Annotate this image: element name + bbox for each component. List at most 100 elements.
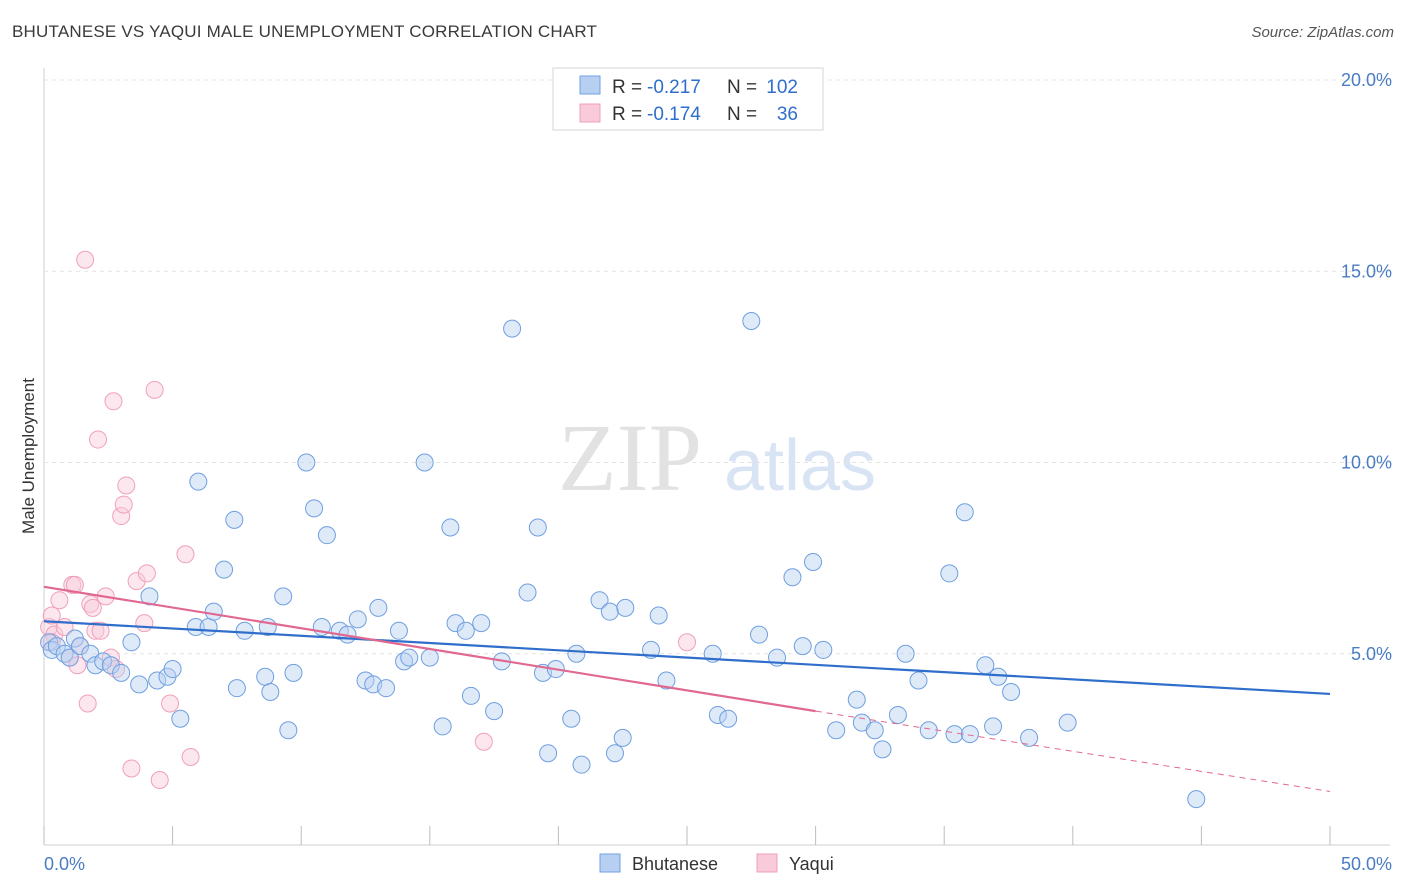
bhutanese-point [261,683,280,701]
bhutanese-point [47,637,66,656]
bhutanese-point [539,744,558,763]
bhutanese-point [122,633,141,652]
bhutanese-point [112,663,131,682]
bhutanese-point [163,660,182,679]
yaqui-point [137,564,156,583]
grid-lines [44,79,1390,655]
yaqui-point [127,572,146,591]
yaqui-point [83,598,102,617]
legend-bhutanese-label: Bhutanese [632,854,718,874]
y-tick-label: 15.0% [1341,261,1392,281]
bhutanese-point [955,503,974,522]
yaqui-point [65,575,84,594]
bhutanese-point [235,621,254,640]
bhutanese-trend-line [43,620,1331,696]
legend-r-label-1: R = [612,77,642,98]
bhutanese-point [1020,728,1039,747]
bhutanese-point [503,319,522,338]
bhutanese-point [641,640,660,659]
yaqui-point [78,694,97,713]
stats-legend: R = -0.217 N = 102 R = -0.174 N = 36 [552,67,824,131]
bhutanese-point [348,610,367,629]
bhutanese-points [40,311,1206,809]
bhutanese-point [649,606,668,625]
series-legend: Bhutanese Yaqui [599,853,834,874]
bhutanese-point [171,709,190,728]
bhutanese-point [215,560,234,579]
bhutanese-point [297,453,316,472]
yaqui-point [86,621,105,640]
bhutanese-point [613,728,632,747]
y-tick-label: 5.0% [1351,644,1392,664]
bhutanese-point [814,640,833,659]
bhutanese-point [518,583,537,602]
bhutanese-point [600,602,619,621]
bhutanese-point [865,721,884,740]
bhutanese-point [472,614,491,633]
bhutanese-point [567,644,586,663]
yaqui-point [176,545,195,564]
yaqui-point [89,430,108,449]
yaqui-swatch [579,103,601,123]
yaqui-point [181,748,200,767]
bhutanese-point [369,598,388,617]
bhutanese-point [204,602,223,621]
yaqui-point [474,732,493,751]
bhutanese-point [279,721,298,740]
bhutanese-point [827,721,846,740]
bhutanese-point [420,648,439,667]
y-tick-labels: 5.0% 10.0% 15.0% 20.0% [1341,70,1392,664]
bhutanese-point [616,598,635,617]
yaqui-points [40,250,696,789]
bhutanese-point [742,311,761,330]
yaqui-point [50,591,69,610]
bhutanese-point [708,705,727,724]
bhutanese-point [186,617,205,636]
x-tick-label-max: 50.0% [1341,854,1392,874]
legend-r-value-2: -0.174 [647,104,701,125]
bhutanese-swatch [579,75,601,95]
bhutanese-point [60,648,79,667]
bhutanese-point [989,667,1008,686]
bhutanese-point [562,709,581,728]
bhutanese-point [189,472,208,491]
legend-n-label-2: N = [727,104,757,125]
bhutanese-point [256,667,275,686]
legend-n-value-2: 36 [777,104,798,125]
yaqui-trend-line [43,585,816,713]
yaqui-point [114,495,133,514]
bhutanese-point [148,671,167,690]
y-axis-label: Male Unemployment [19,378,38,534]
bhutanese-point [909,671,928,690]
bhutanese-point [225,510,244,529]
yaqui-point [122,759,141,778]
bhutanese-point [433,717,452,736]
bhutanese-point [456,621,475,640]
bhutanese-point [446,614,465,633]
yaqui-trend-line-extrapolated [815,710,1331,792]
legend-r-value-1: -0.217 [647,77,701,98]
bhutanese-point [960,725,979,744]
watermark: ZIP atlas [558,404,876,511]
bhutanese-point [919,721,938,740]
y-tick-label: 10.0% [1341,453,1392,473]
trend-lines [43,585,1331,792]
yaqui-point [150,770,169,789]
x-tick-label-min: 0.0% [44,854,85,874]
yaqui-point [112,507,131,526]
bhutanese-point [305,499,324,518]
bhutanese-point [71,637,90,656]
bhutanese-point [984,717,1003,736]
bhutanese-point [101,656,120,675]
legend-n-label-1: N = [727,77,757,98]
bhutanese-point [572,755,591,774]
yaqui-point [42,606,61,625]
bhutanese-point [605,744,624,763]
yaqui-point [135,614,154,633]
bhutanese-point [528,518,547,537]
legend-bhutanese-swatch [599,853,621,873]
bhutanese-point [227,679,246,698]
bhutanese-point [1058,713,1077,732]
bhutanese-point [888,705,907,724]
